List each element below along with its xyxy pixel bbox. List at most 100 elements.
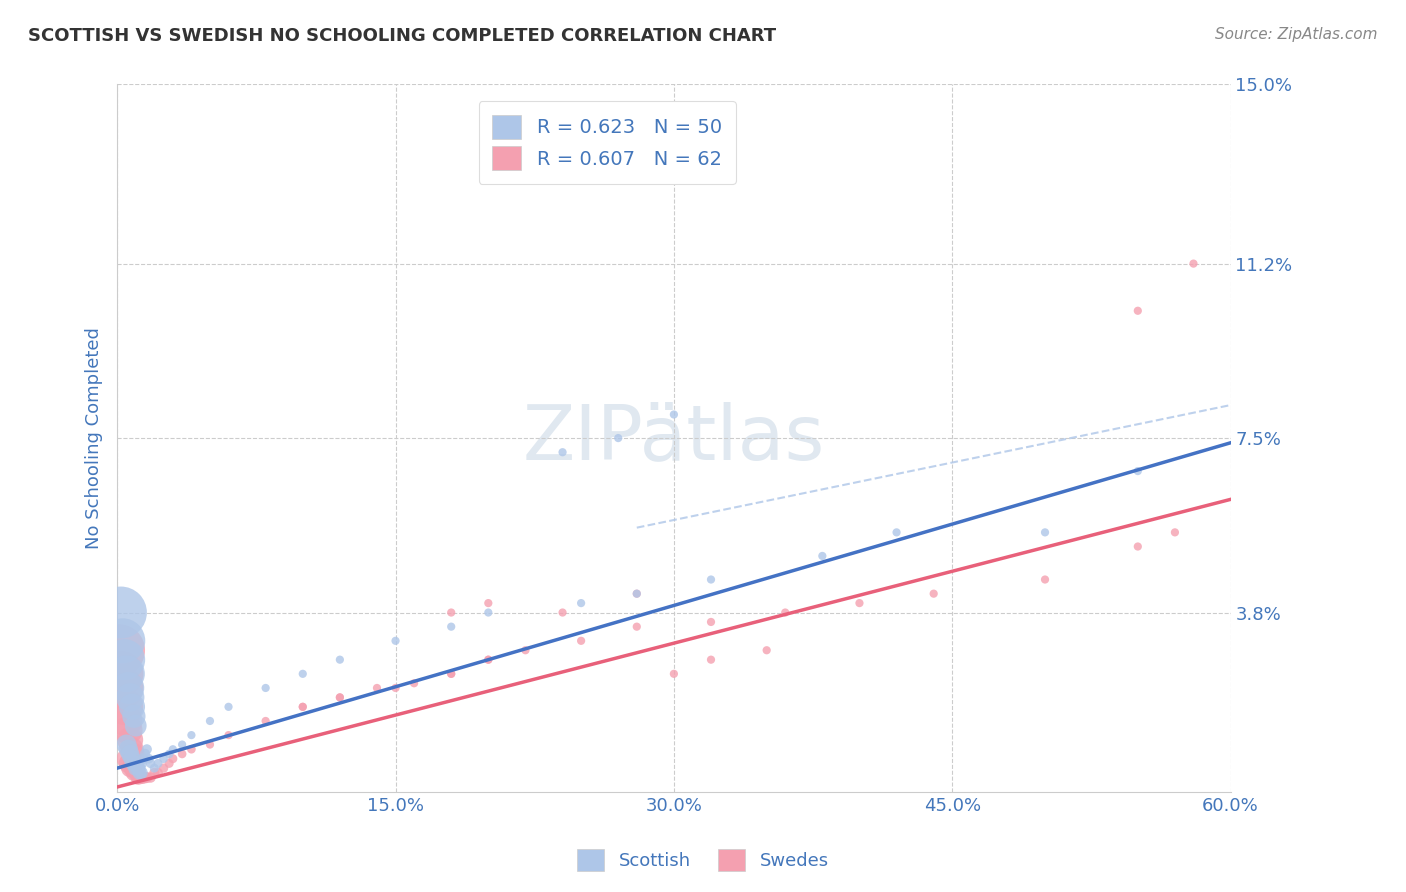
Y-axis label: No Schooling Completed: No Schooling Completed [86,327,103,549]
Point [1164,525,1187,540]
Point [132,752,155,766]
Point [477,596,499,610]
Point [114,699,136,714]
Point [1182,257,1205,271]
Point [117,742,139,756]
Legend: Scottish, Swedes: Scottish, Swedes [569,842,837,879]
Point [115,666,138,681]
Point [477,653,499,667]
Point [128,761,150,775]
Point [108,643,131,657]
Legend: R = 0.623   N = 50, R = 0.607   N = 62: R = 0.623 N = 50, R = 0.607 N = 62 [478,101,735,184]
Point [700,615,723,629]
Point [700,573,723,587]
Point [662,408,685,422]
Point [515,643,537,657]
Point [626,620,648,634]
Point [922,587,945,601]
Point [162,752,184,766]
Point [152,761,174,775]
Point [440,620,463,634]
Point [128,765,150,780]
Text: ZIPätlas: ZIPätlas [523,401,825,475]
Point [1033,573,1056,587]
Point [122,756,145,771]
Point [291,699,314,714]
Point [115,738,138,752]
Point [139,756,162,771]
Point [111,681,134,695]
Point [569,633,592,648]
Point [180,742,202,756]
Point [366,681,388,695]
Point [551,606,574,620]
Point [121,742,143,756]
Point [139,771,162,785]
Point [254,714,277,728]
Point [700,653,723,667]
Point [127,771,149,785]
Point [384,681,406,695]
Point [122,747,145,761]
Point [111,633,134,648]
Point [157,747,180,761]
Point [117,723,139,738]
Point [198,714,221,728]
Point [143,761,166,775]
Point [218,728,240,742]
Point [110,666,132,681]
Point [152,752,174,766]
Point [551,445,574,459]
Point [477,606,499,620]
Point [254,681,277,695]
Point [138,752,160,766]
Point [172,747,194,761]
Point [1126,540,1149,554]
Point [291,666,314,681]
Point [329,690,352,705]
Point [404,676,426,690]
Point [143,765,166,780]
Point [569,596,592,610]
Point [132,771,155,785]
Point [110,606,132,620]
Point [440,666,463,681]
Point [886,525,908,540]
Point [121,699,143,714]
Point [120,761,142,775]
Point [120,690,142,705]
Point [115,752,138,766]
Point [122,765,145,780]
Point [125,761,148,775]
Point [1033,525,1056,540]
Point [131,771,153,785]
Point [121,752,143,766]
Point [135,742,157,756]
Point [329,653,352,667]
Point [291,699,314,714]
Point [755,643,778,657]
Point [477,653,499,667]
Point [146,765,169,780]
Point [120,747,142,761]
Point [157,756,180,771]
Point [115,714,138,728]
Point [114,653,136,667]
Point [329,690,352,705]
Point [773,606,796,620]
Point [172,738,194,752]
Point [131,756,153,771]
Point [440,666,463,681]
Text: Source: ZipAtlas.com: Source: ZipAtlas.com [1215,27,1378,42]
Point [180,728,202,742]
Point [848,596,870,610]
Point [117,681,139,695]
Point [662,666,685,681]
Point [1126,464,1149,478]
Point [607,431,630,445]
Point [134,747,156,761]
Point [127,761,149,775]
Point [198,738,221,752]
Point [384,633,406,648]
Point [121,761,143,775]
